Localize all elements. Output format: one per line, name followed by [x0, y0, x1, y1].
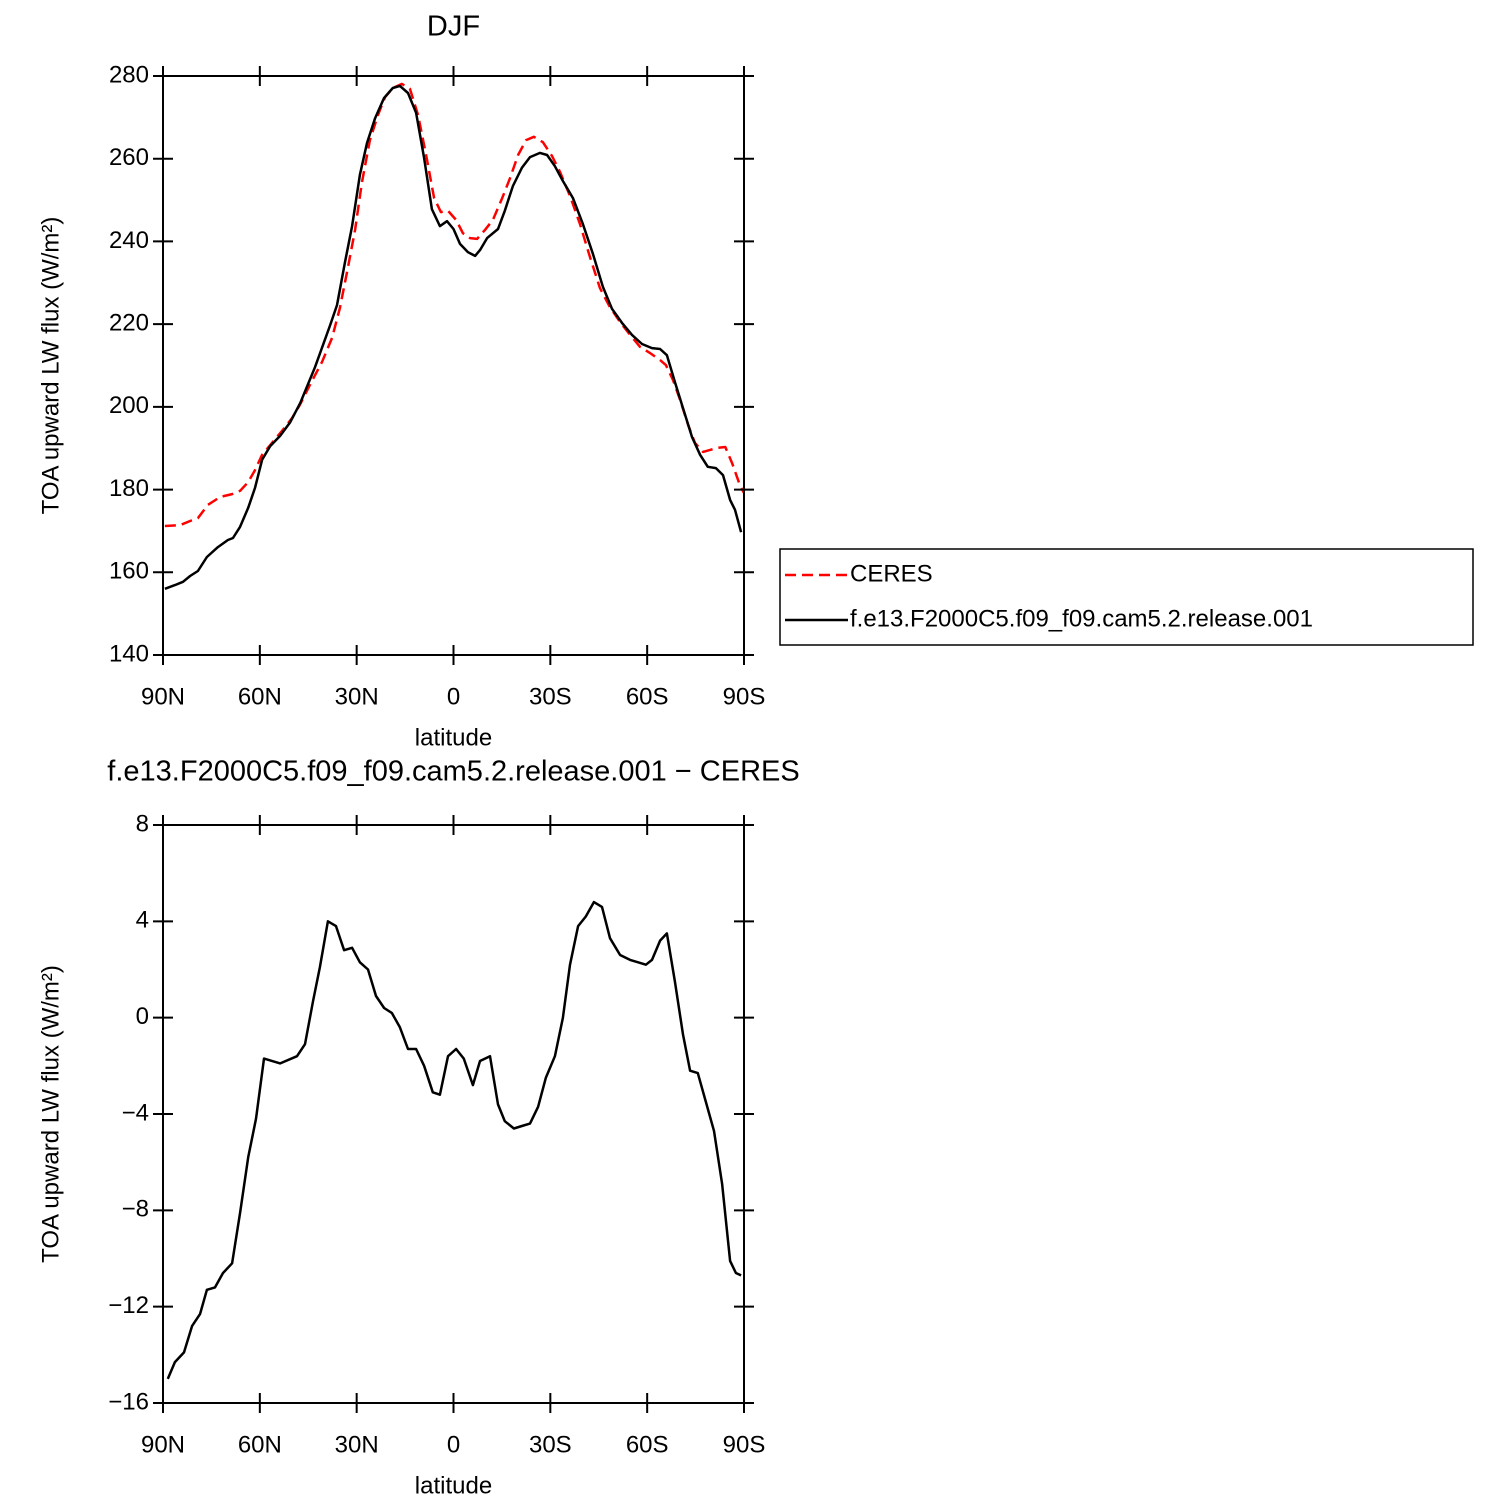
x-axis-label: latitude [415, 1472, 492, 1499]
y-axis-label: TOA upward LW flux (W/m²) [37, 965, 64, 1263]
x-tick-label: 60S [626, 1431, 669, 1458]
x-tick-label: 60N [238, 1431, 282, 1458]
x-tick-label: 60N [238, 683, 282, 710]
data-line [164, 84, 743, 590]
y-tick-label: −12 [108, 1292, 149, 1319]
y-tick-label: −8 [122, 1196, 149, 1223]
legend-label: CERES [850, 560, 933, 587]
x-tick-label: 90S [723, 683, 766, 710]
y-tick-label: 0 [136, 1003, 149, 1030]
x-tick-label: 30N [335, 683, 379, 710]
y-tick-label: −4 [122, 1099, 149, 1126]
x-tick-label: 0 [447, 683, 460, 710]
y-tick-label: 220 [109, 309, 149, 336]
x-tick-label: 90N [141, 1431, 185, 1458]
x-tick-label: 30N [335, 1431, 379, 1458]
x-tick-label: 30S [529, 1431, 572, 1458]
legend-box [779, 548, 1474, 646]
x-axis-label: latitude [415, 724, 492, 751]
chart-title: DJF [427, 11, 480, 43]
chart-title: f.e13.F2000C5.f09_f09.cam5.2.release.001… [107, 756, 799, 788]
x-tick-label: 90S [723, 1431, 766, 1458]
y-tick-label: 200 [109, 392, 149, 419]
y-tick-label: 260 [109, 144, 149, 171]
legend: CERES f.e13.F2000C5.f09_f09.cam5.2.releas… [779, 548, 1474, 646]
legend-label: f.e13.F2000C5.f09_f09.cam5.2.release.001 [850, 605, 1313, 632]
plot-frame [162, 824, 745, 1404]
y-tick-label: 160 [109, 558, 149, 585]
y-tick-label: 8 [136, 810, 149, 837]
y-tick-label: 4 [136, 907, 149, 934]
y-tick-label: 280 [109, 61, 149, 88]
plot-frame [162, 75, 745, 656]
y-tick-label: −16 [108, 1388, 149, 1415]
y-axis-label: TOA upward LW flux (W/m²) [37, 217, 64, 515]
x-tick-label: 0 [447, 1431, 460, 1458]
y-tick-label: 140 [109, 640, 149, 667]
y-tick-label: 180 [109, 475, 149, 502]
x-tick-label: 30S [529, 683, 572, 710]
y-tick-label: 240 [109, 227, 149, 254]
x-tick-label: 90N [141, 683, 185, 710]
data-line [166, 900, 742, 1380]
x-tick-label: 60S [626, 683, 669, 710]
data-line [164, 82, 746, 528]
